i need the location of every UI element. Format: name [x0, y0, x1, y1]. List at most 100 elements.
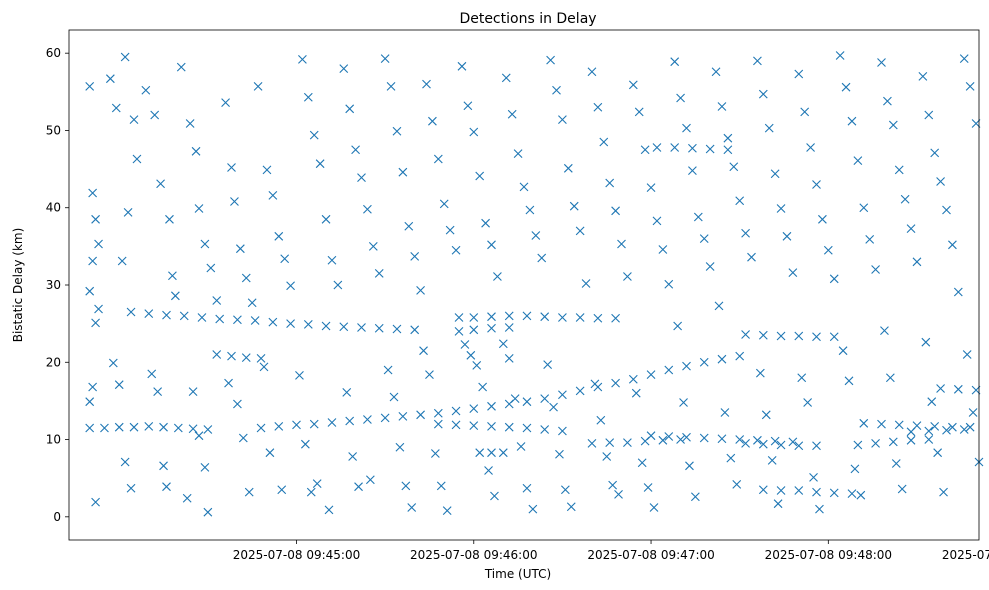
- data-point: [555, 449, 564, 459]
- data-point: [676, 435, 685, 444]
- data-point: [265, 448, 275, 458]
- data-point: [953, 287, 963, 297]
- data-point: [634, 107, 644, 117]
- data-point: [664, 365, 674, 375]
- data-point: [422, 79, 431, 89]
- data-point: [221, 98, 230, 108]
- data-point: [927, 397, 937, 407]
- data-point: [433, 154, 443, 164]
- data-point: [558, 426, 567, 436]
- data-point: [498, 339, 508, 349]
- data-point: [758, 485, 768, 495]
- data-point: [111, 103, 121, 113]
- data-point: [85, 82, 95, 91]
- data-point: [829, 488, 839, 498]
- data-point: [531, 231, 541, 240]
- data-point: [859, 203, 869, 213]
- data-point: [357, 323, 366, 332]
- data-point: [188, 424, 198, 434]
- data-point: [490, 491, 499, 501]
- data-point: [100, 423, 109, 433]
- data-point: [501, 73, 511, 83]
- data-point: [741, 228, 750, 238]
- data-point: [682, 123, 691, 133]
- data-point: [968, 408, 978, 417]
- data-point: [602, 452, 612, 461]
- data-point: [303, 320, 313, 329]
- data-point: [407, 503, 417, 512]
- data-point: [522, 423, 532, 433]
- data-point: [233, 399, 242, 409]
- data-point: [327, 255, 337, 265]
- data-point: [673, 321, 683, 331]
- data-point: [286, 281, 295, 291]
- data-point: [85, 397, 95, 407]
- data-point: [298, 54, 307, 64]
- data-point: [108, 358, 118, 368]
- data-point: [652, 143, 662, 152]
- data-point: [764, 123, 774, 133]
- data-point: [312, 479, 322, 488]
- data-point: [942, 425, 951, 435]
- data-point: [552, 85, 561, 95]
- data-point: [374, 323, 384, 333]
- data-point: [924, 435, 934, 444]
- data-point: [835, 51, 845, 60]
- data-point: [829, 332, 839, 342]
- data-point: [959, 425, 969, 434]
- data-point: [300, 439, 310, 449]
- data-point: [829, 274, 839, 284]
- data-point: [658, 435, 668, 445]
- data-point: [466, 350, 476, 360]
- data-point: [522, 397, 532, 407]
- data-point: [581, 279, 591, 288]
- data-point: [345, 416, 355, 426]
- data-point: [191, 146, 201, 156]
- data-point: [244, 487, 254, 497]
- data-point: [921, 337, 931, 347]
- data-point: [747, 252, 756, 262]
- data-point: [782, 231, 792, 241]
- data-point: [224, 378, 233, 388]
- data-point: [460, 340, 470, 349]
- data-point: [295, 371, 304, 380]
- data-point: [773, 499, 783, 509]
- data-point: [516, 442, 526, 451]
- data-point: [333, 280, 343, 290]
- data-point: [88, 188, 98, 198]
- data-point: [309, 130, 319, 140]
- data-point: [144, 422, 154, 431]
- data-point: [247, 298, 257, 308]
- data-point: [233, 315, 242, 325]
- data-point: [847, 489, 857, 499]
- data-point: [292, 420, 301, 430]
- data-point: [812, 180, 821, 189]
- data-point: [794, 331, 804, 341]
- data-point: [182, 493, 192, 503]
- data-point: [85, 423, 95, 433]
- data-point: [339, 64, 349, 74]
- data-point: [114, 380, 124, 390]
- data-point: [354, 482, 363, 492]
- data-point: [522, 483, 532, 493]
- data-point: [853, 156, 863, 165]
- data-point: [250, 316, 260, 325]
- data-point: [871, 265, 880, 274]
- data-point: [504, 422, 514, 432]
- data-point: [123, 207, 133, 217]
- x-tick-label: 2025-07-08 09:46:00: [410, 548, 537, 562]
- data-point: [173, 423, 183, 433]
- data-point: [162, 482, 171, 492]
- data-point: [416, 286, 425, 295]
- data-point: [469, 127, 479, 137]
- data-point: [277, 485, 287, 495]
- data-point: [436, 481, 446, 491]
- data-point: [212, 350, 222, 359]
- data-point: [611, 313, 620, 323]
- data-point: [637, 458, 647, 468]
- data-point: [398, 167, 408, 177]
- data-point: [676, 93, 685, 103]
- data-point: [498, 448, 508, 458]
- data-point: [469, 313, 479, 322]
- data-point: [962, 350, 972, 359]
